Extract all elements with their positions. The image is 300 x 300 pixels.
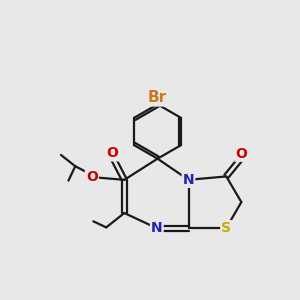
Text: O: O	[236, 147, 247, 161]
Text: O: O	[106, 146, 118, 161]
Text: O: O	[86, 170, 98, 184]
Text: Br: Br	[148, 90, 167, 105]
Text: N: N	[151, 221, 163, 235]
Text: N: N	[183, 173, 194, 187]
Text: S: S	[221, 221, 231, 235]
